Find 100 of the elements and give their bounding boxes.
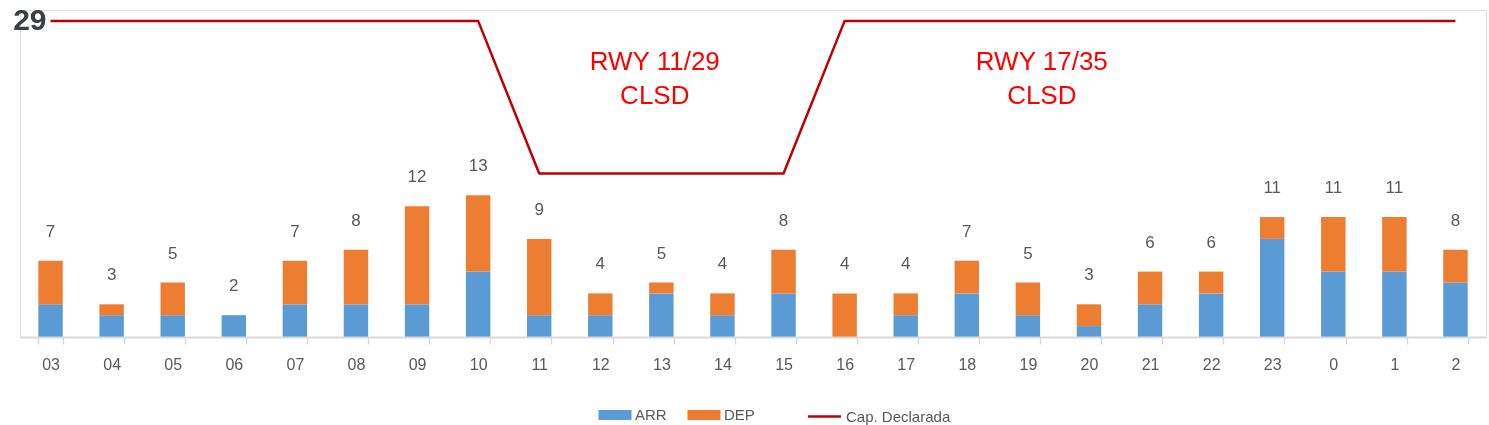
legend-label: DEP [724,406,755,423]
bar [832,293,857,337]
total-label: 2 [229,276,239,296]
total-label: 13 [468,156,488,176]
bar [649,293,674,337]
x-tick-label: 2 [1451,355,1461,373]
bar [1076,326,1102,337]
total-label: 5 [1023,243,1033,263]
bar [1443,249,1468,283]
x-tick-label: 15 [775,355,794,373]
total-label: 8 [351,210,361,230]
x-tick-label: 17 [897,355,916,373]
bar [1321,217,1346,272]
total-label: 3 [1084,265,1094,285]
total-label: 11 [1324,178,1343,198]
x-tick-label: 16 [836,355,855,373]
bar [588,315,613,337]
bar [893,293,918,316]
total-label: 3 [106,265,117,285]
bar [343,304,369,337]
x-tick-label: 1 [1390,355,1400,373]
bar [588,293,613,316]
total-label: 9 [534,199,544,219]
bar [38,260,63,305]
x-tick-label: 0 [1329,355,1339,373]
data-label: 29 [13,2,47,36]
total-label: 5 [167,243,178,263]
total-label: 5 [656,243,667,263]
x-tick-label: 12 [591,355,610,373]
bar [649,282,674,294]
bar [160,282,185,316]
bar [99,315,124,337]
bar [1015,282,1041,316]
bar [526,238,552,316]
x-tick-label: 07 [286,355,305,373]
bar [160,315,185,337]
x-tick-label: 09 [408,355,427,373]
x-tick-label: 14 [714,355,732,373]
bar [1137,271,1163,305]
x-tick-label: 21 [1141,355,1160,373]
x-tick-label: 22 [1202,355,1221,373]
bar [526,315,552,337]
x-tick-label: 05 [164,355,183,373]
bar [343,249,369,305]
bar [893,315,918,337]
total-label: 7 [962,221,972,241]
annotation: RWY 11/29 CLSD [589,46,720,110]
bar [99,304,124,316]
x-tick-label: 08 [347,355,366,373]
total-label: 4 [595,254,606,274]
bar [954,293,980,337]
x-tick-label: 19 [1019,355,1038,373]
bar [221,315,247,337]
bar [771,293,796,337]
total-label: 8 [778,210,789,230]
annotation: RWY 17/35 CLSD [975,46,1108,110]
bar [1198,271,1224,294]
bar [282,304,308,337]
total-label: 7 [290,221,300,241]
bar [1321,271,1346,337]
legend-label: ARR [635,406,667,423]
bar [1076,304,1102,327]
x-tick-label: 11 [531,355,549,373]
total-label: 4 [900,254,911,274]
x-tick-label: 13 [652,355,671,373]
x-tick-label: 06 [225,355,244,373]
bar [1198,293,1224,337]
x-tick-label: 20 [1080,355,1099,373]
total-label: 4 [717,254,728,274]
x-tick-label: 03 [42,355,61,373]
bar [710,293,735,316]
bar [404,304,430,337]
bar [465,195,491,272]
bar [404,206,430,305]
x-tick-label: 04 [103,355,122,373]
total-label: 6 [1206,232,1216,252]
total-label: 6 [1145,232,1155,252]
bar [1382,217,1407,272]
total-label: 7 [45,221,56,241]
x-tick-label: 10 [469,355,488,373]
x-tick-label: 18 [958,355,977,373]
total-label: 11 [1263,178,1282,198]
bar [1259,238,1285,337]
total-label: 12 [407,167,427,187]
bar [465,271,491,337]
bar [710,315,735,337]
bar [1137,304,1163,337]
total-label: 4 [839,254,850,274]
bar [38,304,63,337]
bar [771,249,796,294]
total-label: 11 [1385,178,1404,198]
legend-label: Cap. Declarada [846,407,951,425]
x-tick-label: 23 [1263,355,1282,373]
bar [1382,271,1407,337]
bar [1015,315,1041,337]
total-label: 8 [1450,210,1461,230]
bar [282,260,308,305]
bar [1443,282,1468,337]
bar [954,260,980,294]
bar [1259,217,1285,239]
